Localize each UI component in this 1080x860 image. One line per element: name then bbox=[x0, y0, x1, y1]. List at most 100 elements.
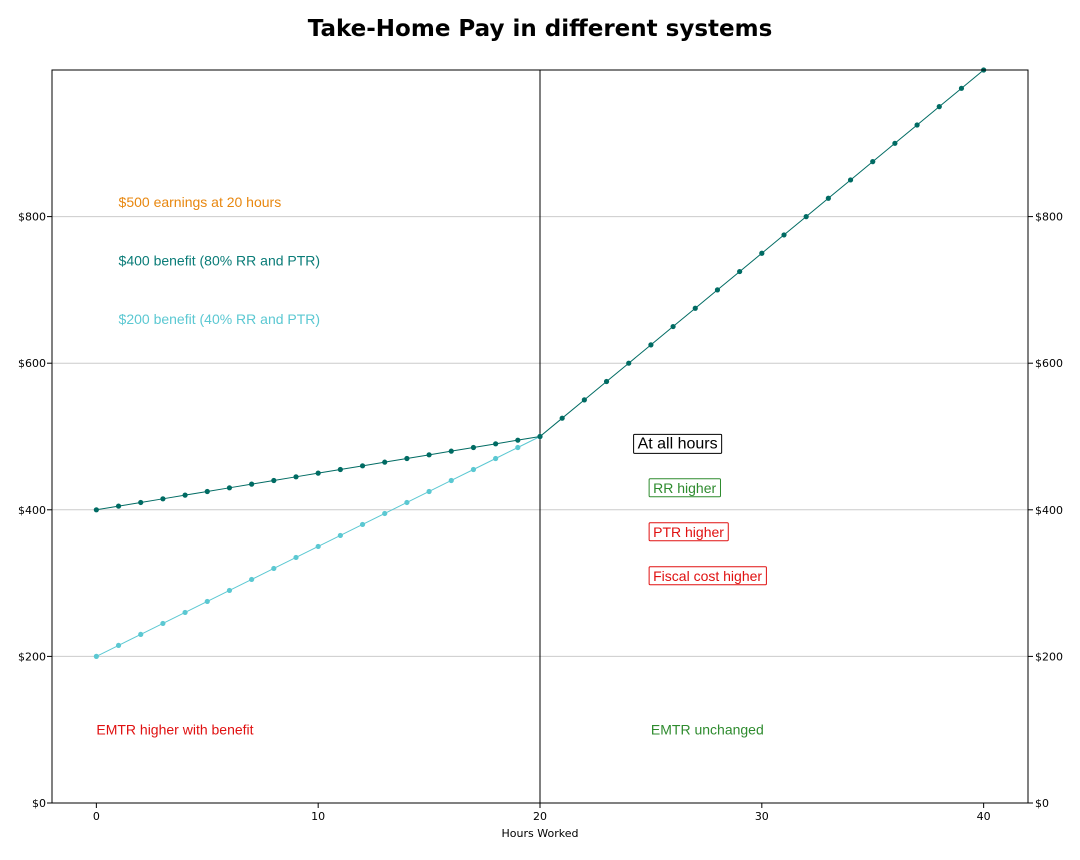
annotation-box-6 bbox=[648, 566, 767, 586]
series-layer bbox=[93, 67, 987, 660]
y-tick-label-left-2: $400 bbox=[18, 504, 46, 517]
series-0-point-21 bbox=[559, 415, 565, 421]
y-tick-label-right-4: $800 bbox=[1035, 211, 1063, 224]
series-0-point-34 bbox=[847, 177, 854, 183]
series-1-point-10 bbox=[315, 543, 321, 550]
x-axis-label: Hours Worked bbox=[502, 827, 579, 840]
series-0-point-29 bbox=[737, 268, 743, 275]
y-tick-label-left-3: $600 bbox=[18, 357, 46, 370]
annotation-8: EMTR unchanged bbox=[651, 722, 764, 738]
series-0-point-22 bbox=[581, 397, 587, 403]
annotation-0: $500 earnings at 20 hours bbox=[119, 194, 282, 210]
series-0-point-26 bbox=[670, 323, 676, 330]
series-0-point-37 bbox=[914, 122, 920, 128]
series-1-point-15 bbox=[426, 488, 432, 495]
series-0-point-12 bbox=[359, 463, 366, 469]
annotation-1: $400 benefit (80% RR and PTR) bbox=[119, 253, 321, 269]
annotation-4: RR higher bbox=[648, 478, 721, 498]
series-0-point-1 bbox=[115, 503, 122, 509]
series-1-point-19 bbox=[515, 444, 521, 451]
series-1-point-8 bbox=[271, 565, 277, 572]
series-1 bbox=[93, 433, 543, 660]
series-0-point-7 bbox=[249, 481, 255, 487]
series-0-point-17 bbox=[470, 444, 477, 451]
annotation-text-5: PTR higher bbox=[653, 524, 724, 540]
series-0-point-8 bbox=[271, 477, 277, 484]
series-1-point-13 bbox=[382, 510, 388, 517]
y-tick-label-right-1: $200 bbox=[1035, 650, 1063, 663]
annotation-6: Fiscal cost higher bbox=[648, 566, 767, 586]
annotation-text-8: EMTR unchanged bbox=[651, 722, 764, 738]
chart-title: Take-Home Pay in different systems bbox=[308, 16, 773, 42]
series-0-point-10 bbox=[315, 470, 321, 476]
annotations: $500 earnings at 20 hours $400 benefit (8… bbox=[96, 194, 767, 738]
series-0-point-11 bbox=[337, 466, 343, 473]
series-1-point-4 bbox=[182, 609, 188, 616]
series-0-point-5 bbox=[204, 488, 210, 495]
series-0-point-2 bbox=[138, 499, 144, 506]
x-tick-label-4: 40 bbox=[977, 810, 991, 823]
series-1-point-16 bbox=[448, 477, 454, 484]
series-0-point-33 bbox=[825, 195, 831, 201]
series-1-point-5 bbox=[204, 598, 210, 605]
series-0-point-0 bbox=[93, 507, 99, 513]
series-0-point-38 bbox=[936, 104, 942, 110]
annotation-text-4: RR higher bbox=[653, 480, 716, 496]
series-0-point-15 bbox=[426, 452, 432, 458]
series-1-point-18 bbox=[493, 455, 499, 462]
annotation-box-4 bbox=[648, 478, 721, 498]
x-tick-label-0: 0 bbox=[93, 810, 100, 823]
series-0-point-9 bbox=[293, 474, 299, 480]
series-0-point-3 bbox=[160, 496, 166, 502]
annotation-text-6: Fiscal cost higher bbox=[653, 568, 762, 584]
series-0-point-25 bbox=[648, 342, 654, 348]
series-1-point-6 bbox=[226, 587, 233, 594]
annotation-2: $200 benefit (40% RR and PTR) bbox=[119, 311, 321, 327]
x-tick-label-1: 10 bbox=[311, 810, 325, 823]
x-tick-label-2: 20 bbox=[533, 810, 547, 823]
series-1-point-11 bbox=[337, 532, 343, 539]
annotation-text-3: At all hours bbox=[638, 435, 718, 452]
series-1-point-17 bbox=[470, 466, 477, 473]
series-0-point-4 bbox=[182, 492, 188, 498]
y-tick-label-right-2: $400 bbox=[1035, 504, 1063, 517]
series-0-point-31 bbox=[781, 232, 787, 238]
annotation-box-5 bbox=[648, 522, 729, 542]
series-1-point-3 bbox=[160, 620, 166, 627]
annotation-5: PTR higher bbox=[648, 522, 729, 542]
annotation-text-1: $400 benefit (80% RR and PTR) bbox=[119, 253, 321, 269]
annotation-box-3 bbox=[633, 433, 723, 454]
y-tick-label-left-4: $800 bbox=[18, 211, 46, 224]
series-0-point-39 bbox=[958, 85, 965, 91]
series-0-point-23 bbox=[603, 378, 610, 385]
series-1-point-2 bbox=[138, 631, 144, 638]
series-0-point-24 bbox=[626, 360, 632, 366]
series-1-point-0 bbox=[93, 653, 99, 660]
y-tick-label-left-1: $200 bbox=[18, 650, 46, 663]
series-0-point-6 bbox=[226, 485, 233, 491]
y-tick-label-right-0: $0 bbox=[1035, 797, 1049, 810]
series-0-point-19 bbox=[515, 437, 521, 443]
annotation-3: At all hours bbox=[633, 433, 723, 454]
x-tick-label-3: 30 bbox=[755, 810, 769, 823]
series-1-point-9 bbox=[293, 554, 299, 561]
series-0-point-36 bbox=[892, 140, 898, 146]
axis-ticks: 0 10 20 30 40 $0 $0 $200 $200 $400 $400 $600 $600 $80… bbox=[18, 211, 1063, 823]
series-0-point-32 bbox=[803, 214, 809, 220]
annotation-text-7: EMTR higher with benefit bbox=[96, 722, 253, 738]
series-1-point-1 bbox=[115, 642, 122, 649]
series-0 bbox=[93, 67, 987, 513]
series-0-point-16 bbox=[448, 448, 454, 454]
series-1-point-12 bbox=[359, 521, 366, 528]
y-tick-label-left-0: $0 bbox=[32, 797, 46, 810]
series-0-point-20 bbox=[537, 433, 543, 440]
annotation-text-0: $500 earnings at 20 hours bbox=[119, 194, 282, 210]
series-0-point-27 bbox=[692, 305, 698, 311]
y-tick-label-right-3: $600 bbox=[1035, 357, 1063, 370]
annotation-text-2: $200 benefit (40% RR and PTR) bbox=[119, 311, 321, 327]
series-0-point-28 bbox=[714, 287, 721, 293]
series-0-point-18 bbox=[493, 441, 499, 447]
annotation-7: EMTR higher with benefit bbox=[96, 722, 253, 738]
series-1-point-14 bbox=[404, 499, 410, 506]
